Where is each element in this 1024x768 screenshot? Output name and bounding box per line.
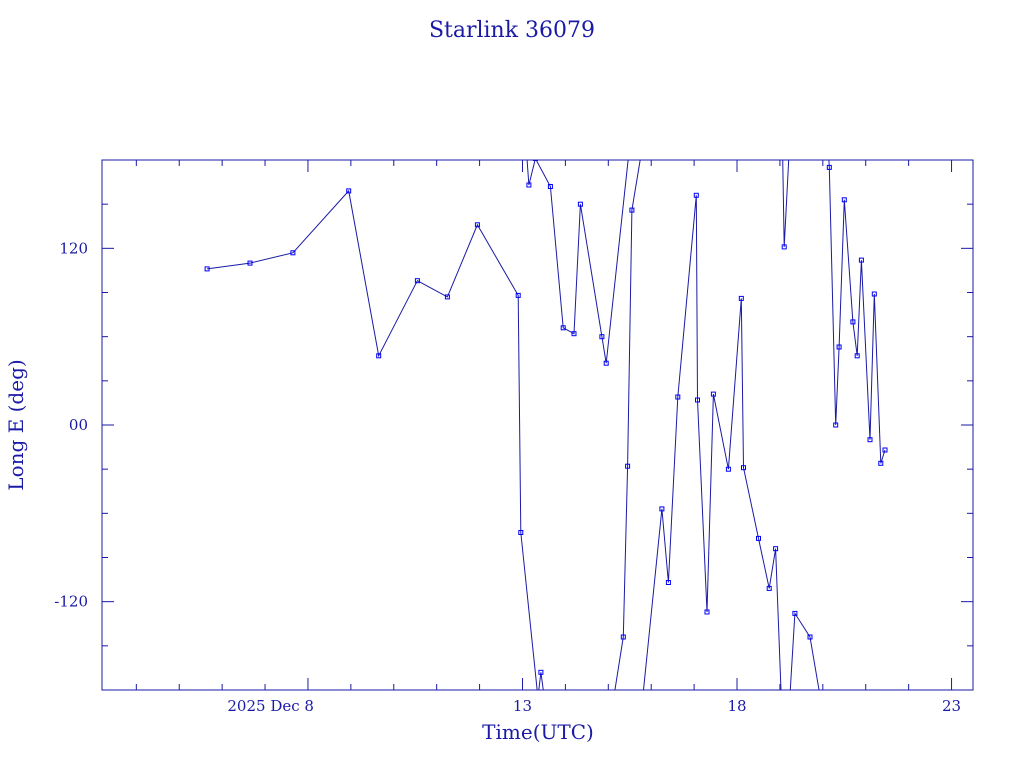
- axis-ticks: [102, 160, 973, 690]
- series-line: [614, 160, 641, 690]
- y-tick-label: -120: [54, 593, 88, 611]
- series-segment: [526, 160, 629, 366]
- data-point: [841, 197, 847, 203]
- series-line: [789, 611, 820, 690]
- series-line: [642, 195, 782, 690]
- tick-labels: 2025 Dec 8 13 18 23 120 00 -120: [54, 239, 961, 715]
- data-point: [620, 634, 626, 640]
- series-segment: [538, 669, 544, 690]
- series-segment: [642, 192, 782, 690]
- data-point: [444, 294, 450, 300]
- data-point: [826, 164, 832, 170]
- series-segment: [789, 610, 820, 690]
- y-axis-label: Long E (deg): [4, 359, 28, 490]
- data-point: [599, 334, 605, 340]
- data-point: [871, 291, 877, 297]
- data-point: [854, 353, 860, 359]
- series-line: [207, 189, 538, 690]
- data-point: [807, 634, 813, 640]
- data-point: [247, 260, 253, 266]
- chart-title: Starlink 36079: [429, 18, 595, 43]
- data-point: [725, 466, 731, 472]
- data-point: [629, 207, 635, 213]
- data-point: [376, 353, 382, 359]
- x-tick-label: 18: [727, 697, 746, 715]
- x-tick-label: 13: [513, 697, 532, 715]
- data-point: [738, 295, 744, 301]
- data-point: [693, 192, 699, 198]
- y-tick-label: 120: [59, 239, 88, 257]
- plot-area: [204, 160, 888, 690]
- x-tick-label: 2025 Dec 8: [227, 697, 314, 715]
- data-point: [515, 292, 521, 298]
- data-point: [850, 319, 856, 325]
- data-point: [695, 397, 700, 403]
- series-line: [538, 672, 544, 690]
- data-point: [781, 244, 787, 250]
- data-point: [577, 201, 583, 207]
- data-point: [756, 535, 761, 541]
- data-point: [571, 331, 577, 337]
- data-point: [710, 391, 716, 397]
- data-point: [538, 669, 544, 675]
- series-segment: [826, 160, 888, 466]
- data-point: [204, 266, 210, 272]
- data-point: [414, 278, 420, 284]
- data-point: [659, 506, 665, 512]
- y-tick-label: 00: [69, 416, 88, 434]
- data-point: [773, 546, 779, 552]
- data-point: [858, 257, 864, 263]
- series-line: [782, 160, 790, 247]
- data-point: [741, 465, 746, 471]
- data-point: [766, 585, 772, 591]
- data-point: [867, 437, 873, 443]
- data-point: [603, 360, 609, 366]
- plot-frame: [101, 159, 974, 691]
- data-point: [547, 184, 553, 189]
- series-line: [828, 160, 886, 464]
- data-point: [518, 530, 524, 535]
- series-segment: [781, 160, 790, 250]
- series-segment: [614, 160, 641, 690]
- data-point: [665, 580, 671, 585]
- data-point: [625, 463, 631, 469]
- data-point: [290, 250, 296, 256]
- data-point: [882, 447, 888, 453]
- data-point: [833, 422, 839, 428]
- data-point: [675, 394, 681, 400]
- data-point: [792, 610, 798, 616]
- x-tick-label: 23: [942, 697, 961, 715]
- data-point: [560, 325, 566, 331]
- data-point: [878, 460, 884, 466]
- series-line: [526, 160, 629, 364]
- series-segment: [204, 188, 538, 690]
- data-point: [474, 222, 480, 228]
- data-point: [526, 182, 532, 188]
- data-point: [346, 188, 352, 194]
- x-axis-label: Time(UTC): [482, 720, 594, 744]
- data-point: [704, 609, 710, 615]
- data-point: [836, 344, 842, 350]
